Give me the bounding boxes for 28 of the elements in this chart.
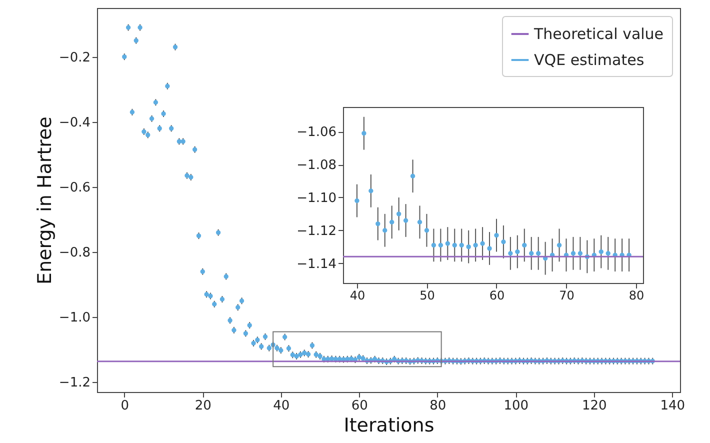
x-tick-label: 140 [660, 398, 686, 414]
x-tick-label: 60 [351, 398, 368, 414]
x-tick-label: 70 [559, 288, 574, 302]
x-tick-label: 80 [628, 288, 644, 302]
y-tick-label: −0.2 [58, 50, 90, 66]
y-tick-label: −1.2 [58, 376, 90, 391]
x-tick-label: 50 [420, 288, 435, 302]
y-axis-title: Energy in Hartree [34, 116, 56, 284]
y-tick-label: −1.14 [296, 256, 336, 272]
x-tick-label: 100 [504, 398, 529, 414]
y-tick-label: −1.0 [58, 310, 90, 326]
x-tick-label: 40 [350, 288, 366, 302]
x-tick-label: 0 [120, 398, 130, 414]
x-tick-label: 120 [582, 398, 607, 414]
legend-label: Theoretical value [533, 25, 664, 43]
x-tick-label: 40 [273, 398, 290, 414]
x-axis-title: Iterations [344, 414, 434, 436]
y-tick-label: −0.4 [58, 115, 90, 130]
y-tick-label: −0.8 [58, 246, 90, 261]
x-tick-label: 80 [430, 398, 446, 414]
legend-label: VQE estimates [534, 51, 644, 69]
y-tick-label: −1.10 [296, 190, 336, 206]
y-tick-label: −1.06 [296, 125, 336, 140]
x-tick-label: 20 [194, 398, 212, 414]
x-tick-label: 60 [489, 288, 505, 302]
y-tick-label: −0.6 [58, 180, 90, 196]
y-tick-label: −1.08 [296, 158, 336, 174]
y-tick-label: −1.12 [296, 224, 336, 239]
